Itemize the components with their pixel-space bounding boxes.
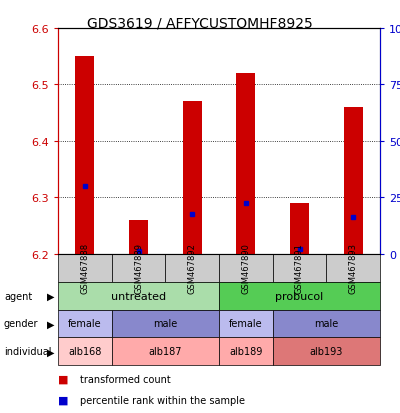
Text: ■: ■	[58, 374, 68, 384]
Text: alb189: alb189	[229, 347, 262, 356]
Bar	[165, 254, 219, 282]
Text: GSM467888: GSM467888	[80, 242, 89, 293]
Bar	[112, 254, 165, 282]
Text: GSM467891: GSM467891	[295, 242, 304, 293]
Bar	[219, 338, 273, 366]
Text: individual: individual	[4, 347, 52, 356]
Bar	[219, 254, 273, 282]
Bar	[290, 203, 309, 254]
Bar	[112, 310, 219, 338]
Bar	[344, 108, 362, 254]
Text: GDS3619 / AFFYCUSTOMHF8925: GDS3619 / AFFYCUSTOMHF8925	[87, 17, 313, 31]
Bar	[58, 254, 112, 282]
Bar	[58, 338, 112, 366]
Text: male: male	[153, 319, 178, 329]
Text: transformed count: transformed count	[80, 374, 171, 384]
Text: GSM467890: GSM467890	[241, 242, 250, 293]
Bar	[326, 254, 380, 282]
Bar	[273, 310, 380, 338]
Text: ■: ■	[58, 395, 68, 405]
Bar	[58, 310, 112, 338]
Bar	[236, 74, 255, 254]
Text: female: female	[229, 319, 263, 329]
Text: alb187: alb187	[148, 347, 182, 356]
Text: percentile rank within the sample: percentile rank within the sample	[80, 395, 245, 405]
Bar	[129, 220, 148, 254]
Text: GSM467893: GSM467893	[349, 242, 358, 293]
Bar	[112, 338, 219, 366]
Text: alb193: alb193	[310, 347, 343, 356]
Bar	[219, 282, 380, 310]
Bar	[76, 57, 94, 254]
Text: ▶: ▶	[46, 291, 54, 301]
Text: untreated: untreated	[111, 291, 166, 301]
Text: agent: agent	[4, 291, 32, 301]
Bar	[58, 282, 219, 310]
Text: probucol: probucol	[275, 291, 324, 301]
Bar	[273, 338, 380, 366]
Text: GSM467892: GSM467892	[188, 242, 197, 293]
Text: female: female	[68, 319, 102, 329]
Text: ▶: ▶	[46, 347, 54, 356]
Text: GSM467889: GSM467889	[134, 242, 143, 293]
Text: ▶: ▶	[46, 319, 54, 329]
Text: male: male	[314, 319, 338, 329]
Bar	[219, 310, 273, 338]
Text: alb168: alb168	[68, 347, 102, 356]
Bar	[183, 102, 202, 254]
Bar	[273, 254, 326, 282]
Text: gender: gender	[4, 319, 38, 329]
